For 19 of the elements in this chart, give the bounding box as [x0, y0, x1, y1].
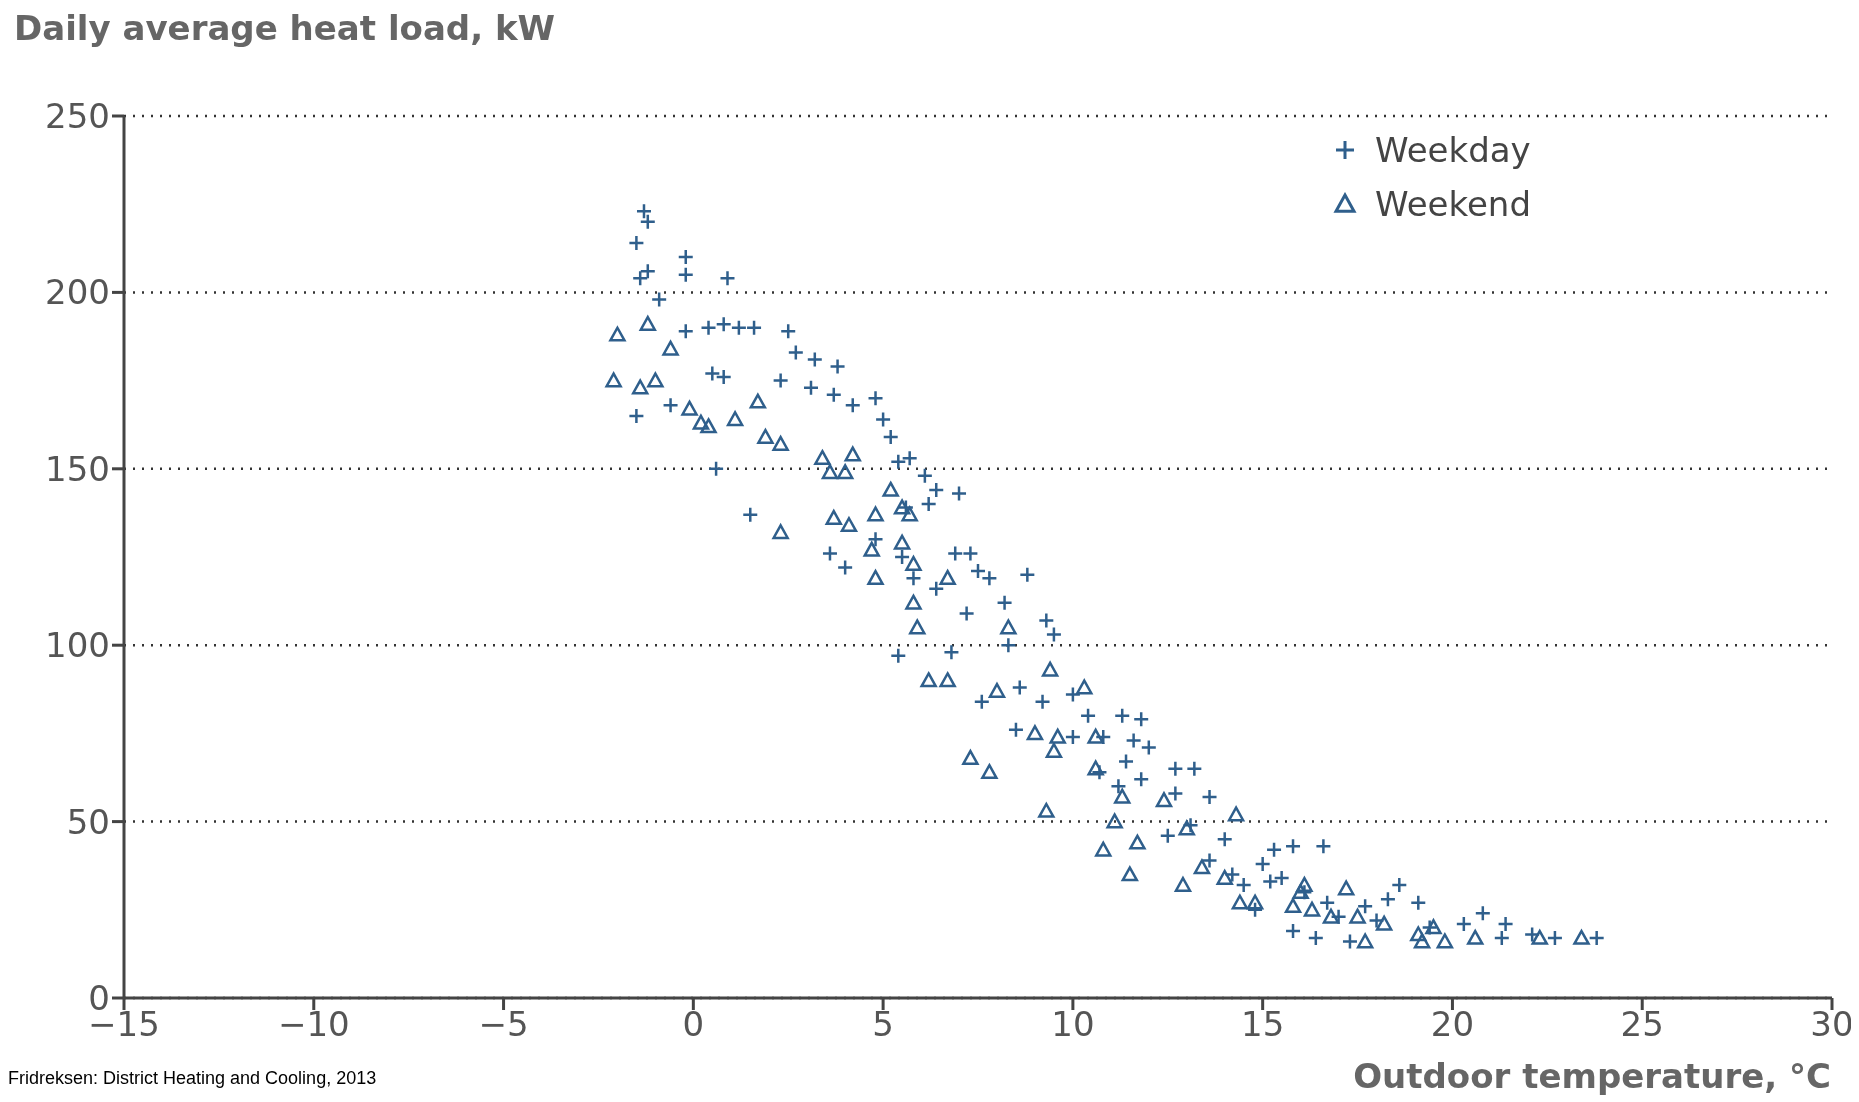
y-tick-label: 200 — [45, 272, 110, 313]
x-tick-label: −10 — [277, 1004, 350, 1045]
x-tick-label: 20 — [1430, 1004, 1475, 1045]
x-tick-label: −5 — [478, 1004, 529, 1045]
y-axis-title: Daily average heat load, kW — [14, 8, 556, 48]
y-tick-label: 250 — [45, 96, 110, 137]
x-tick-label: 10 — [1051, 1004, 1095, 1045]
legend-label: Weekday — [1375, 130, 1531, 170]
legend-label: Weekend — [1375, 184, 1531, 224]
y-tick-label: 150 — [45, 448, 110, 489]
x-tick-label: 5 — [872, 1004, 894, 1045]
x-tick-label: 30 — [1810, 1004, 1854, 1045]
x-tick-label: 0 — [682, 1004, 705, 1045]
y-tick-label: 100 — [45, 625, 110, 666]
x-axis-title: Outdoor temperature, °C — [1353, 1056, 1831, 1096]
y-tick-label: 50 — [66, 801, 110, 842]
x-tick-label: 25 — [1620, 1004, 1664, 1045]
text: Fridreksen: District Heating and Cooling, 2013 — [8, 1068, 377, 1089]
x-tick-label: 15 — [1241, 1004, 1285, 1045]
